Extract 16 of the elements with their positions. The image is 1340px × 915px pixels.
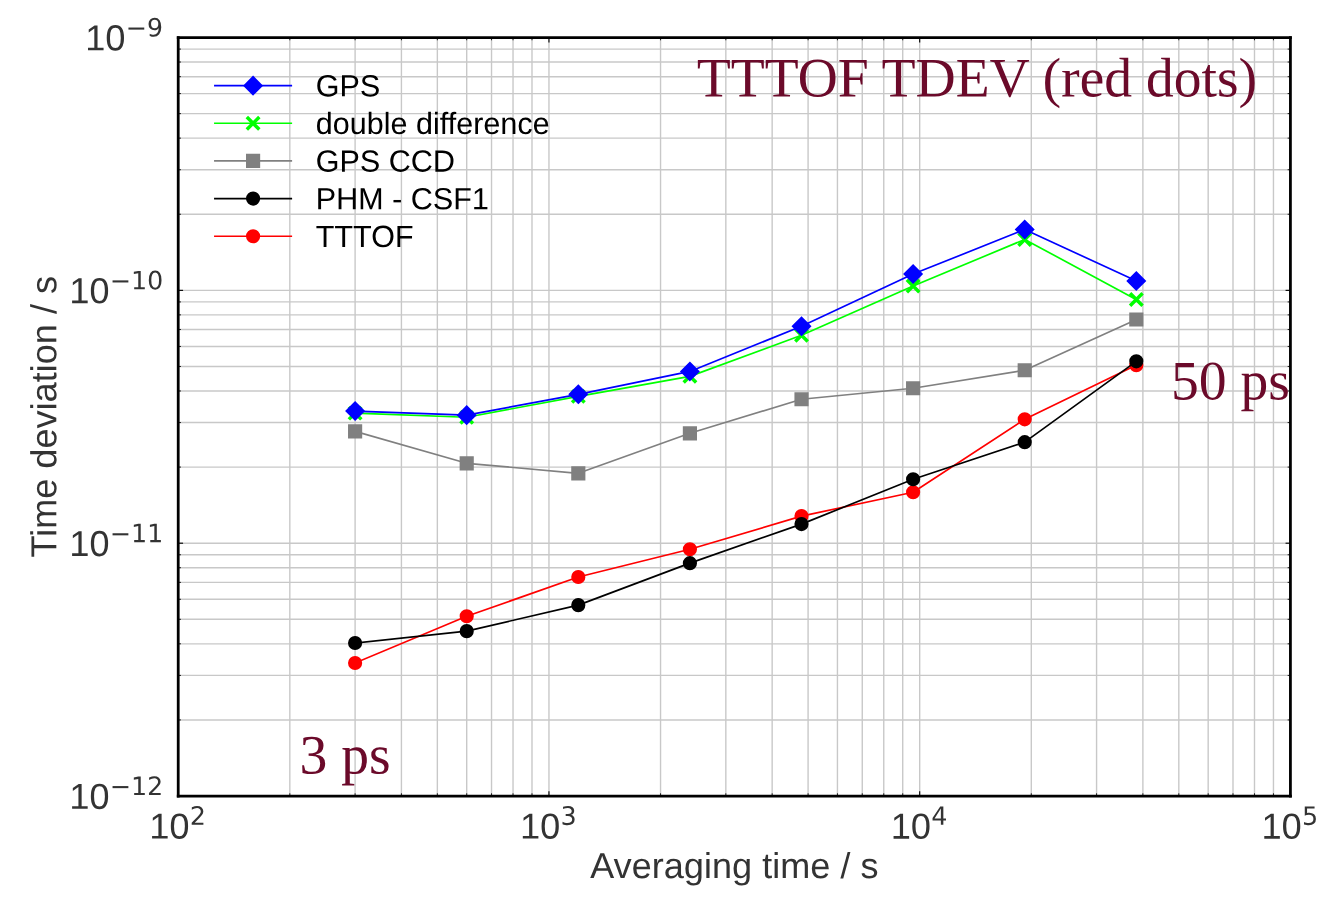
legend-label: GPS CCD	[317, 150, 454, 172]
legend-label: PHM - CSF1	[318, 187, 488, 210]
y-axis-title: Time deviation / s	[30, 277, 57, 557]
annotation: 3 ps	[302, 736, 389, 786]
legend-label: GPS	[317, 74, 379, 97]
legend-label: double difference	[317, 111, 549, 135]
legend-label: TTTOF	[316, 225, 413, 248]
x-axis-title: Averaging time / s	[590, 851, 878, 886]
annotation: TTTOF TDEV (red dots)	[697, 57, 1255, 109]
y-tick-label: 10$^{−9}$	[88, 17, 162, 51]
x-tick-label: 10$^{5}$	[1264, 806, 1316, 839]
y-tick-label: 10$^{−11}$	[72, 523, 161, 557]
y-tick-label: 10$^{−10}$	[72, 270, 162, 304]
x-tick-label: 10$^{4}$	[893, 806, 946, 839]
annotation: 50 ps	[1174, 362, 1288, 412]
x-tick-label: 10$^{3}$	[522, 806, 575, 839]
